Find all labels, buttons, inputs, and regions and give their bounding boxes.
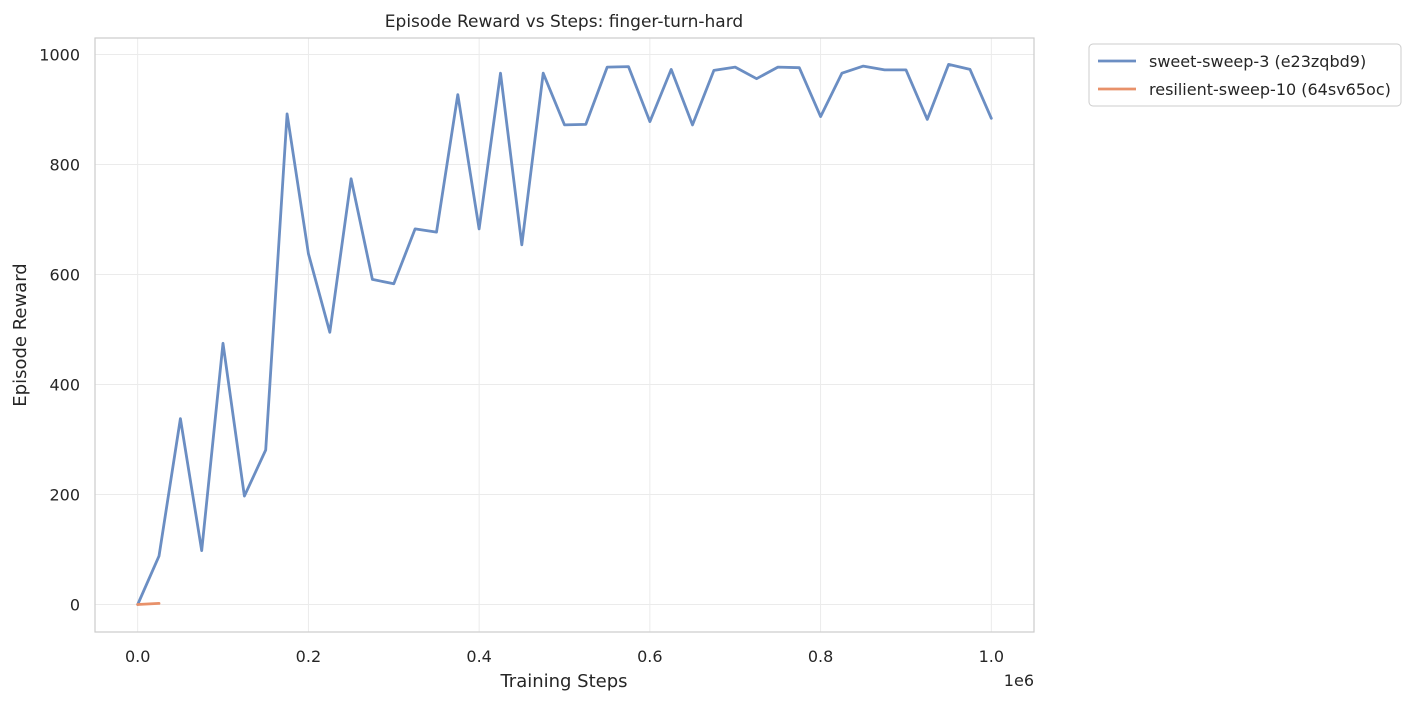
chart-title: Episode Reward vs Steps: finger-turn-har… [385, 12, 743, 32]
data-point [798, 66, 801, 69]
data-point [179, 417, 182, 420]
legend: sweet-sweep-3 (e23zqbd9) resilient-sweep-… [1088, 43, 1402, 107]
data-point [734, 66, 737, 69]
x-tick-label: 0.4 [466, 647, 491, 666]
data-point [328, 331, 331, 334]
data-point [264, 449, 267, 452]
data-point [777, 66, 780, 69]
y-tick-label: 200 [49, 486, 80, 505]
y-tick-label: 600 [49, 266, 80, 285]
data-point [542, 72, 545, 75]
data-point [435, 231, 438, 234]
x-tick-label: 0.8 [808, 647, 833, 666]
x-tick-label: 0.6 [637, 647, 662, 666]
grid-lines [95, 38, 1034, 632]
legend-box [1088, 43, 1402, 107]
data-point [478, 227, 481, 230]
y-axis-title: Episode Reward [10, 263, 31, 406]
data-point [926, 118, 929, 121]
data-point [158, 555, 161, 558]
series-layer [136, 63, 993, 606]
plot-frame [94, 37, 1035, 633]
data-point [755, 77, 758, 80]
data-point [947, 63, 950, 66]
data-point [691, 124, 694, 127]
data-point [456, 93, 459, 96]
x-axis-ticks: 0.0 0.2 0.4 0.6 0.8 1.0 [125, 647, 1004, 666]
data-point [990, 117, 993, 120]
x-tick-label: 0.0 [125, 647, 150, 666]
data-point [499, 72, 502, 75]
data-point [222, 342, 225, 345]
data-point [712, 69, 715, 72]
y-tick-label: 0 [70, 596, 80, 615]
data-point [606, 66, 609, 69]
data-point [883, 69, 886, 72]
data-point [648, 120, 651, 123]
data-point [243, 495, 246, 498]
data-point [136, 603, 139, 606]
series-line-0 [136, 63, 993, 606]
y-tick-label: 1000 [39, 46, 80, 65]
x-axis-offset-label: 1e6 [1004, 671, 1034, 690]
legend-label-1: resilient-sweep-10 (64sv65oc) [1149, 80, 1391, 99]
data-point [969, 68, 972, 71]
y-tick-label: 400 [49, 376, 80, 395]
data-point [200, 549, 203, 552]
y-tick-label: 800 [49, 156, 80, 175]
x-axis-title: Training Steps [499, 671, 627, 692]
x-tick-label: 0.2 [296, 647, 321, 666]
data-point [563, 124, 566, 127]
data-point [158, 602, 161, 605]
data-point [392, 282, 395, 285]
data-point [905, 69, 908, 72]
legend-label-0: sweet-sweep-3 (e23zqbd9) [1149, 52, 1366, 71]
data-point [584, 123, 587, 126]
data-point [520, 243, 523, 246]
data-point [670, 68, 673, 71]
data-point [414, 227, 417, 230]
series-line-1 [136, 602, 161, 606]
data-point [286, 113, 289, 116]
data-point [307, 252, 310, 255]
data-point [371, 278, 374, 281]
data-point [819, 115, 822, 118]
data-point [627, 65, 630, 68]
x-tick-label: 1.0 [979, 647, 1004, 666]
y-axis-ticks: 0 200 400 600 800 1000 [39, 46, 80, 615]
data-point [841, 72, 844, 75]
data-point [862, 65, 865, 68]
data-point [350, 177, 353, 180]
